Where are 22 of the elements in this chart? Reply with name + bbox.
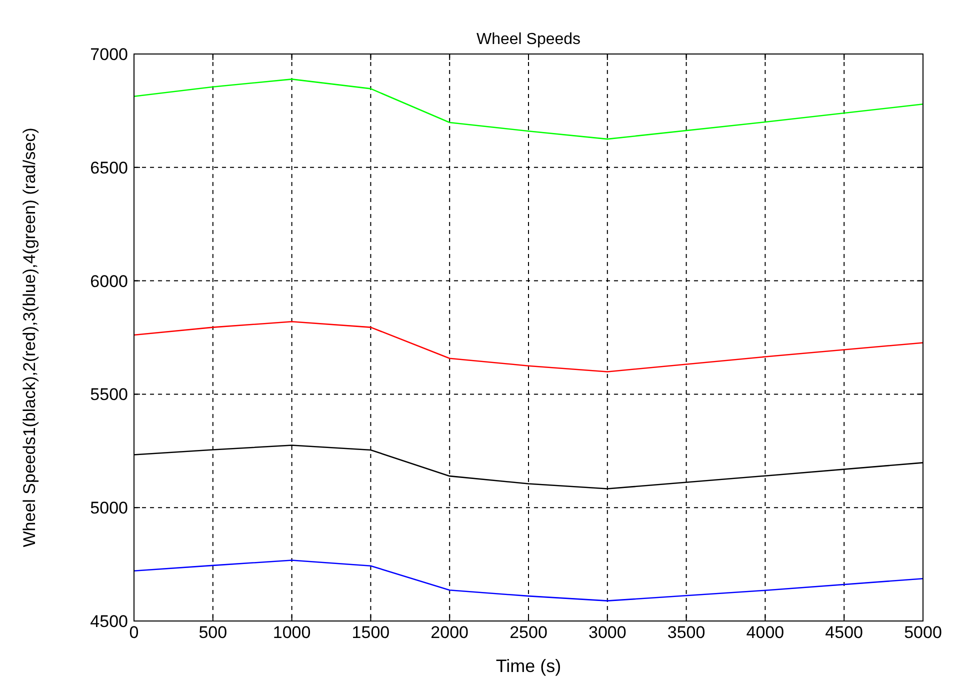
y-tick-label: 5000 [90, 498, 128, 518]
x-tick-label: 2500 [510, 623, 548, 642]
y-tick-label: 7000 [90, 44, 128, 64]
y-tick-label: 5500 [90, 385, 128, 404]
x-axis-title: Time (s) [496, 656, 562, 676]
x-tick-label: 1500 [352, 623, 390, 642]
y-axis-title: Wheel Speeds1(black),2(red),3(blue),4(green) (rad/sec) [20, 128, 39, 548]
line-series [133, 320, 924, 372]
x-tick-label: 1000 [272, 623, 311, 642]
x-tick-label: 500 [198, 623, 228, 642]
line-series [133, 560, 924, 602]
x-tick-label: 4500 [825, 623, 864, 642]
x-tick-label: 0 [129, 623, 139, 642]
x-tick-label: 3000 [588, 623, 626, 642]
y-tick-label: 6500 [90, 158, 128, 178]
x-tick-label: 5000 [904, 623, 942, 642]
x-tick-label: 4000 [746, 623, 784, 642]
x-tick-label: 3500 [667, 623, 706, 642]
x-tick-label: 2000 [430, 623, 469, 642]
y-tick-label: 6000 [90, 272, 128, 291]
line-series [133, 78, 924, 140]
chart-title: Wheel Speeds [476, 31, 581, 48]
